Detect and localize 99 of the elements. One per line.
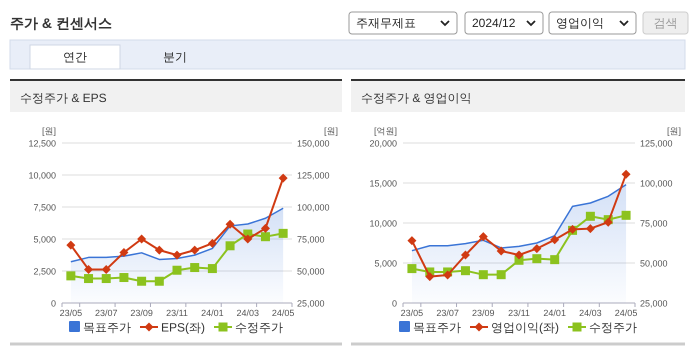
y2-tick-label: 50,000	[640, 258, 668, 268]
point	[190, 246, 200, 255]
y2-tick-label: 100,000	[297, 202, 330, 212]
x-tick-label: 24/01	[201, 308, 224, 318]
point	[622, 170, 631, 179]
point	[460, 250, 470, 260]
point	[550, 235, 560, 244]
legend-label: 영업이익(좌)	[491, 320, 559, 334]
y-tick-label: 12,500	[28, 138, 56, 148]
legend-label: 목표주가	[413, 320, 461, 334]
point	[550, 255, 560, 264]
y2-tick-label: 50,000	[297, 266, 325, 276]
point	[478, 270, 488, 280]
point	[172, 250, 182, 260]
point	[208, 264, 217, 274]
point	[278, 228, 288, 238]
y-tick-label: 0	[392, 298, 397, 308]
point	[260, 232, 270, 242]
y-tick-label: 10,000	[28, 170, 56, 180]
point	[532, 244, 542, 254]
y2-tick-label: 150,000	[297, 138, 330, 148]
point	[243, 234, 252, 244]
x-tick-label: 24/03	[579, 308, 602, 318]
x-tick-label: 23/09	[472, 308, 495, 318]
y2-tick-label: 25,000	[640, 298, 668, 308]
text: 영업이익	[556, 16, 604, 30]
y-axis-title: [억원]	[374, 126, 397, 136]
y2-axis-title: [원]	[666, 126, 681, 136]
point	[208, 238, 217, 248]
point	[586, 224, 595, 234]
y-tick-label: 15,000	[369, 178, 397, 188]
y-tick-label: 20,000	[369, 138, 397, 148]
point	[226, 220, 235, 229]
point	[604, 218, 613, 227]
chart-title: 수정주가 & EPS	[20, 91, 107, 105]
legend-label: 수정주가	[589, 320, 637, 334]
y-tick-label: 10,000	[369, 218, 397, 228]
point	[407, 236, 416, 246]
y-axis-title: [원]	[42, 126, 56, 136]
x-tick-label: 24/05	[272, 308, 294, 318]
x-tick-label: 23/07	[94, 308, 118, 318]
point	[102, 264, 111, 274]
y2-axis-title: [원]	[324, 126, 338, 136]
point	[172, 266, 182, 275]
x-tick-label: 23/11	[166, 308, 188, 318]
point	[66, 271, 76, 280]
y2-tick-label: 125,000	[640, 138, 673, 148]
x-tick-label: 24/05	[614, 308, 638, 318]
y2-tick-label: 75,000	[297, 234, 325, 244]
point	[496, 270, 506, 280]
point	[226, 241, 235, 250]
legend-label: 목표주가	[82, 320, 131, 334]
x-tick-label: 24/03	[236, 308, 260, 318]
point	[154, 276, 164, 286]
point	[190, 263, 200, 272]
point	[532, 254, 542, 264]
y-tick-label: 5,000	[33, 234, 56, 244]
y-tick-label: 7,500	[33, 202, 56, 212]
point	[443, 270, 452, 280]
y2-tick-label: 100,000	[640, 178, 673, 188]
point	[586, 212, 595, 221]
point	[407, 264, 416, 274]
text: 2024/12	[472, 16, 516, 30]
point	[102, 274, 111, 284]
x-tick-label: 24/01	[543, 308, 566, 318]
y2-tick-label: 75,000	[640, 218, 668, 228]
point	[137, 276, 146, 286]
point	[84, 274, 94, 284]
legend-label: EPS(좌)	[160, 320, 206, 334]
point	[496, 246, 506, 256]
x-tick-label: 23/11	[508, 308, 530, 318]
point	[622, 210, 631, 220]
point	[119, 273, 128, 282]
point	[137, 234, 146, 244]
text: 검색	[654, 16, 678, 30]
x-tick-label: 23/05	[400, 308, 424, 318]
y2-tick-label: 125,000	[297, 170, 330, 180]
x-tick-label: 23/05	[60, 308, 82, 318]
text: 연간	[63, 50, 87, 64]
point	[460, 266, 470, 276]
text: 주가 & 컨센서스	[10, 15, 112, 31]
y-tick-label: 0	[50, 298, 56, 308]
text: 분기	[163, 50, 187, 64]
text: 주재무제표	[356, 16, 416, 30]
point	[278, 174, 288, 183]
x-tick-label: 23/07	[436, 308, 459, 318]
y2-tick-label: 25,000	[297, 298, 325, 308]
point	[66, 240, 76, 250]
point	[478, 232, 488, 242]
point	[154, 246, 164, 255]
point	[260, 224, 270, 233]
point	[119, 248, 128, 257]
point	[514, 250, 524, 260]
x-tick-label: 23/09	[130, 308, 153, 318]
y-tick-label: 2,500	[33, 266, 56, 276]
y-tick-label: 5,000	[374, 258, 397, 268]
point	[425, 272, 434, 282]
chart-title: 수정주가 & 영업이익	[361, 91, 472, 105]
legend-label: 수정주가	[235, 320, 284, 334]
